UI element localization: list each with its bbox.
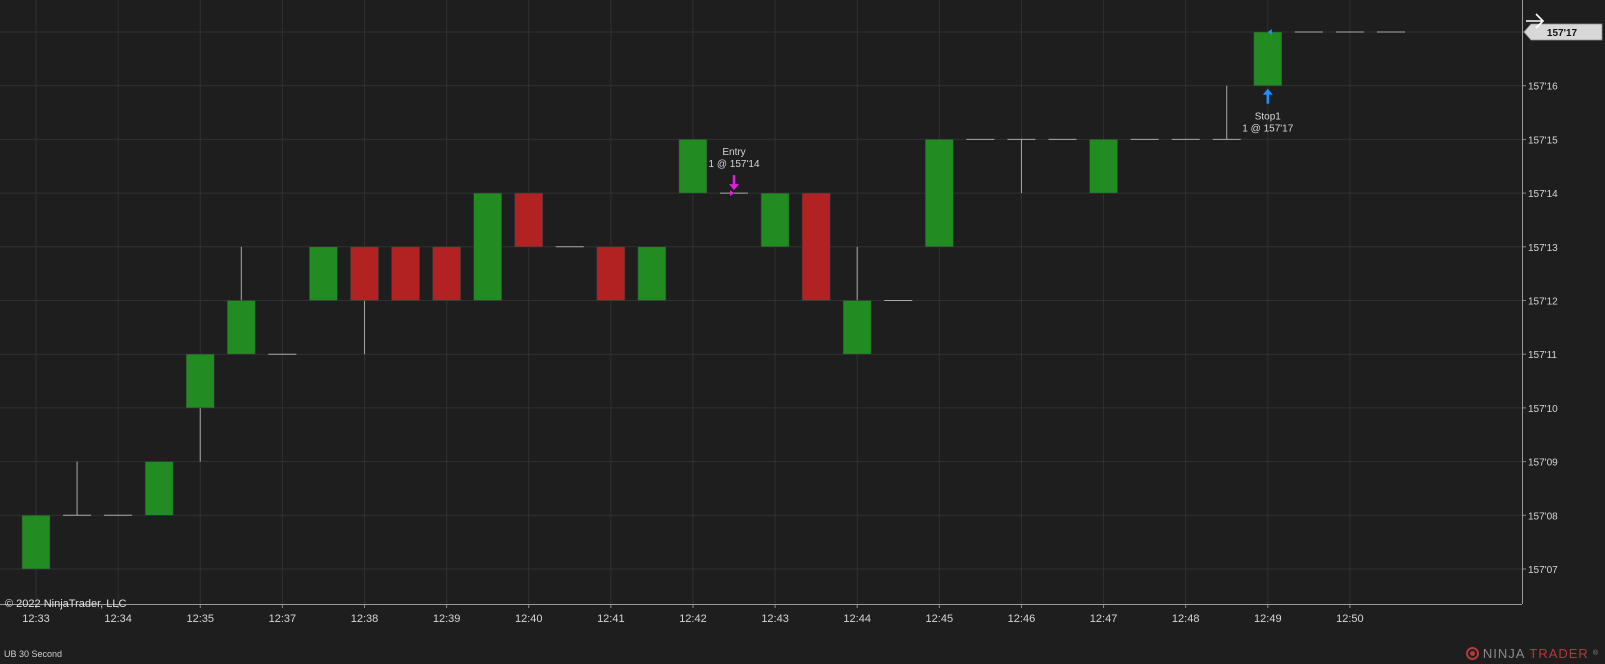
data-series-label: UB 30 Second (4, 649, 63, 659)
execution-name: Entry (722, 147, 745, 158)
time-tick-label: 12:49 (1254, 613, 1282, 625)
candle (760, 192, 790, 248)
last-price-marker: 157'17 (1523, 23, 1603, 41)
fill-marker-icon (1267, 29, 1272, 35)
execution-name: Stop1 (1255, 112, 1282, 123)
time-tick-label: 12:34 (104, 613, 132, 625)
price-tick-label: 157'11 (1528, 350, 1557, 361)
time-axis: 12:33 12:34 12:35 12:37 12:38 12:39 12:40 12:41… (0, 604, 1522, 625)
candle (1089, 139, 1118, 194)
candle-up (21, 514, 51, 570)
candle-up (925, 139, 954, 248)
brand-logo: NINJA TRADER ® (1465, 646, 1599, 661)
candle-up (678, 139, 708, 194)
candle (309, 246, 338, 301)
time-tick-label: 12:37 (269, 613, 297, 625)
copyright-notice: © 2022 NinjaTrader, LLC (5, 598, 127, 610)
candle-up (185, 353, 215, 409)
candle-up (473, 192, 502, 301)
candle (1253, 31, 1283, 87)
price-tick-label: 157'12 (1528, 297, 1558, 308)
candle (350, 246, 379, 355)
candle-down (432, 246, 461, 301)
execution-text: 1 @ 157'14 (709, 159, 760, 170)
time-tick-label: 12:39 (433, 613, 461, 625)
candle-down (391, 246, 420, 301)
time-tick-label: 12:38 (351, 613, 379, 625)
candle (185, 353, 215, 462)
time-tick-label: 12:33 (22, 613, 50, 625)
price-tick-label: 157'07 (1528, 565, 1558, 576)
candle (678, 139, 708, 194)
fill-marker-icon (730, 190, 735, 197)
last-price-label: 157'17 (1547, 28, 1578, 39)
time-tick-label: 12:43 (761, 613, 789, 625)
candle (227, 246, 256, 355)
candle-up (144, 461, 174, 516)
candle-up (227, 300, 256, 355)
time-tick-label: 12:47 (1090, 613, 1118, 625)
price-tick-label: 157'09 (1528, 458, 1558, 469)
time-tick-label: 12:41 (597, 613, 625, 625)
time-tick-label: 12:45 (926, 613, 954, 625)
candle (144, 461, 174, 516)
arrow-right-icon[interactable] (1522, 8, 1548, 34)
candle-up (760, 192, 790, 248)
candle-up (842, 300, 872, 355)
candle-down (514, 192, 544, 248)
candle (473, 192, 502, 301)
candle (432, 246, 461, 301)
time-tick-label: 12:44 (843, 613, 871, 625)
candle-up (1089, 139, 1118, 194)
candle-down (596, 246, 626, 301)
time-tick-label: 12:35 (186, 613, 214, 625)
candle (1007, 138, 1036, 194)
candle (1212, 85, 1241, 140)
candle-down (801, 192, 831, 301)
price-bars (21, 31, 1405, 570)
time-tick-label: 12:50 (1336, 613, 1364, 625)
candle-up (637, 246, 667, 301)
buy-arrow-head-icon (1262, 88, 1273, 95)
time-tick-label: 12:48 (1172, 613, 1200, 625)
price-tick-label: 157'14 (1528, 189, 1558, 200)
candle (925, 139, 954, 248)
candle (596, 246, 626, 301)
price-tick-label: 157'08 (1528, 511, 1558, 522)
last-price-tag (1523, 23, 1603, 41)
price-axis: 157'07 157'08 157'09 157'10 157'11 157'12 157'… (1522, 0, 1558, 604)
candle (63, 461, 92, 516)
price-tick-label: 157'15 (1528, 135, 1558, 146)
candle (391, 246, 420, 301)
candle (514, 192, 544, 248)
price-tick-label: 157'16 (1528, 82, 1558, 93)
price-tick-label: 157'13 (1528, 243, 1558, 254)
sell-arrow-head-icon (729, 184, 740, 191)
candle-down (350, 246, 379, 301)
candle (842, 246, 872, 355)
execution-text: 1 @ 157'17 (1242, 124, 1293, 135)
candle (801, 192, 831, 301)
candle-up (309, 246, 338, 301)
candle (21, 514, 51, 570)
time-tick-label: 12:46 (1008, 613, 1036, 625)
ninjatrader-logo-icon (1465, 647, 1479, 660)
time-tick-label: 12:42 (679, 613, 707, 625)
candle-up (1253, 31, 1283, 87)
time-tick-label: 12:40 (515, 613, 543, 625)
candle (637, 246, 667, 301)
price-tick-label: 157'10 (1528, 404, 1558, 415)
